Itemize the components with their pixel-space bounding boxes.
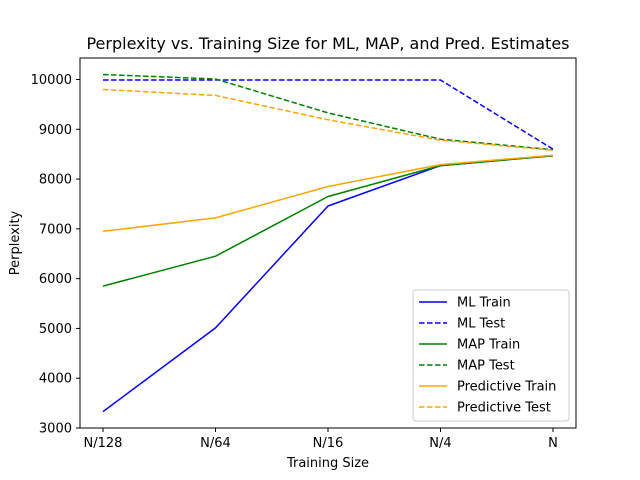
x-tick-label: N/4: [429, 436, 451, 451]
y-axis: 3000 4000 5000 6000 7000 8000 9000 10000: [31, 73, 80, 437]
series-layer: [102, 73, 554, 413]
y-tick-label: 3000: [39, 422, 72, 437]
x-tick-label: N/64: [200, 436, 231, 451]
series-line-map-train: [102, 154, 554, 287]
y-tick-label: 9000: [39, 123, 72, 138]
legend-label-map-train: MAP Train: [457, 338, 520, 353]
y-tick-label: 8000: [39, 173, 72, 188]
y-tick-label: 4000: [39, 372, 72, 387]
x-tick-label: N: [548, 436, 558, 451]
legend-label-predictive-test: Predictive Test: [457, 401, 551, 416]
x-axis-title: Training Size: [286, 456, 369, 471]
chart-title: Perplexity vs. Training Size for ML, MAP…: [86, 34, 569, 53]
legend-label-map-test: MAP Test: [457, 359, 515, 374]
y-tick-label: 5000: [39, 322, 72, 337]
legend-label-predictive-train: Predictive Train: [457, 380, 556, 395]
series-line-ml-test: [103, 79, 554, 150]
legend-label-ml-train: ML Train: [457, 296, 511, 311]
y-tick-label: 10000: [31, 73, 72, 88]
legend: ML Train ML Test MAP Train MAP Test Predicti…: [412, 289, 570, 422]
legend-label-ml-test: ML Test: [457, 317, 505, 332]
series-line-predictive-train: [102, 154, 554, 233]
x-tick-label: N/128: [84, 436, 123, 451]
y-axis-title: Perplexity: [8, 210, 23, 275]
y-tick-label: 6000: [39, 272, 72, 287]
x-axis: N/128 N/64 N/16 N/4 N: [84, 428, 558, 451]
y-tick-label: 7000: [39, 222, 72, 237]
series-line-map-test: [102, 73, 554, 151]
series-line-predictive-test: [102, 88, 554, 151]
x-tick-label: N/16: [313, 436, 344, 451]
legend-box: [412, 289, 570, 422]
